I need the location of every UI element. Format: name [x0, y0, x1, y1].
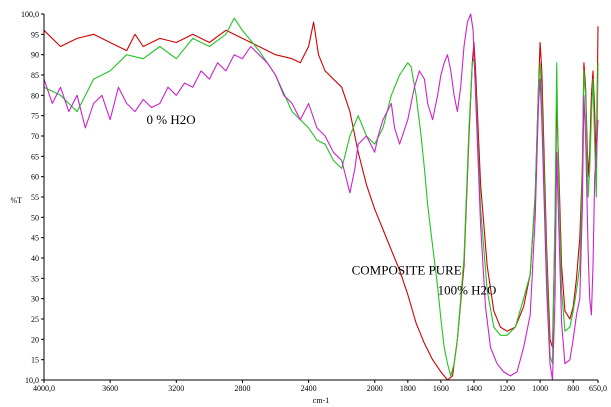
x-axis-label: cm-1 [313, 396, 329, 405]
x-tick-label: 2800 [234, 384, 250, 393]
y-tick-label: 85 [31, 71, 39, 80]
y-tick-label: 70 [31, 132, 39, 141]
y-tick-label: 95 [31, 30, 39, 39]
y-tick-label: 25 [31, 315, 39, 324]
x-tick-label: 3200 [168, 384, 184, 393]
x-tick-label: 1400 [466, 384, 482, 393]
y-tick-label: 20 [31, 335, 39, 344]
y-tick-label: 15 [31, 356, 39, 365]
y-tick-label: 75 [31, 112, 39, 121]
x-tick-label: 4000,0 [33, 384, 55, 393]
x-tick-label: 1600 [433, 384, 449, 393]
x-tick-label: 2400 [301, 384, 317, 393]
axes-layer [43, 14, 598, 381]
series-layer [43, 13, 599, 381]
series-line-2 [43, 17, 599, 377]
x-tick-label: 650,0 [589, 384, 607, 393]
y-tick-label: 50 [31, 213, 39, 222]
y-tick-labels: 100,0 95 90 85 80 75 70 65 60 55 50 45 40 35 30 25 20 15 1… [21, 10, 44, 385]
y-tick-label: 35 [31, 274, 39, 283]
y-axis-label: %T [10, 196, 22, 205]
y-tick-label: 65 [31, 152, 39, 161]
x-tick-label: 1200 [499, 384, 515, 393]
y-tick-label: 45 [31, 234, 39, 243]
x-tick-label: 800 [567, 384, 579, 393]
x-tick-label: 3600 [102, 384, 118, 393]
y-tick-label: 90 [31, 51, 39, 60]
y-tick-label: 100,0 [21, 10, 39, 19]
annotation-label: 0 % H2O [147, 112, 196, 127]
annotations: 0 % H2O COMPOSITE PURE 100% H2O [147, 112, 497, 298]
series-line-1 [43, 21, 599, 381]
x-tick-labels: 4000,0 3600 3200 2800 2400 2000 1800 1600 1400 12… [33, 380, 607, 393]
y-tick-label: 80 [31, 91, 39, 100]
series-line-3 [43, 13, 599, 381]
x-tick-label: 2000 [367, 384, 383, 393]
x-tick-label: 1000 [532, 384, 548, 393]
x-tick-label: 1800 [400, 384, 416, 393]
annotation-label: 100% H2O [438, 283, 497, 298]
annotation-label: COMPOSITE PURE [352, 262, 462, 277]
y-tick-label: 55 [31, 193, 39, 202]
y-tick-label: 40 [31, 254, 39, 263]
y-tick-label: 30 [31, 295, 39, 304]
y-tick-label: 10,0 [25, 376, 39, 385]
y-tick-label: 60 [31, 173, 39, 182]
